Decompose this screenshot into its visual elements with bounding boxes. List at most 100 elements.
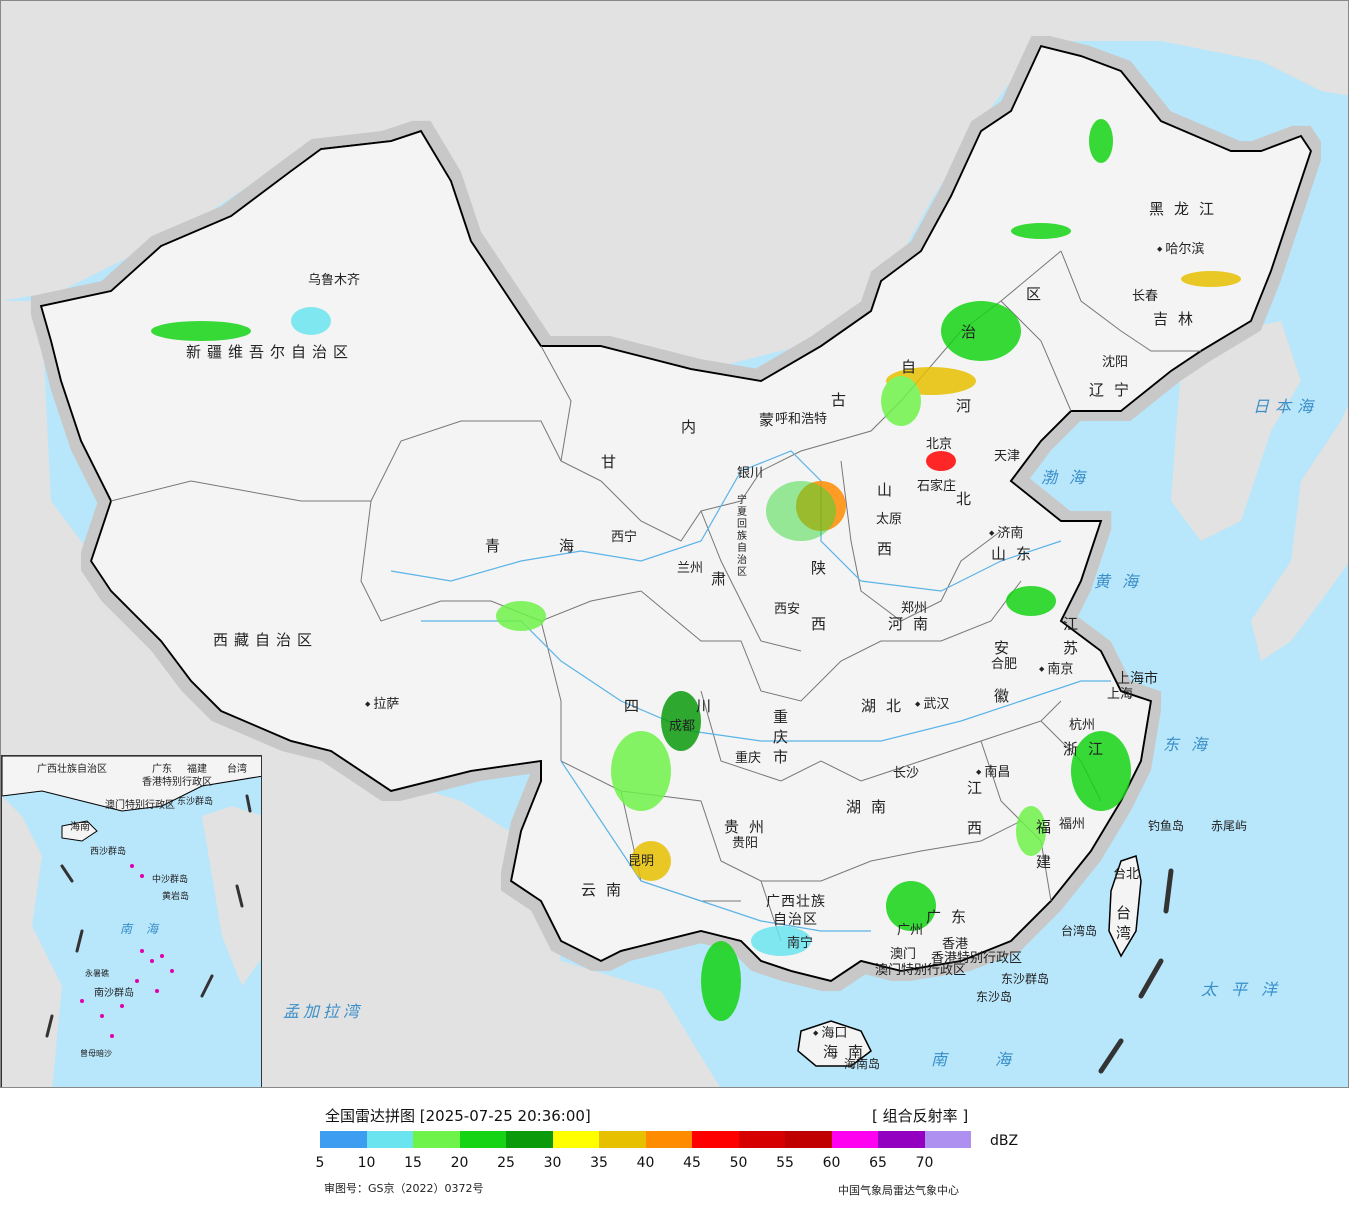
- china-landmass: [39, 44, 1313, 983]
- legend-swatch-4: [506, 1131, 553, 1148]
- province-label-gansu-1: 甘: [601, 453, 627, 471]
- province-label-fujian-2: 建: [1036, 853, 1062, 871]
- province-label-sichuan-2: 川: [696, 697, 722, 715]
- inset-label-taiwan: 台湾: [227, 764, 247, 775]
- province-label-sichuan-1: 四: [624, 697, 650, 715]
- province-label-tianjin: 天津: [994, 449, 1021, 464]
- sea-bengal: 孟加拉湾: [283, 1002, 364, 1021]
- sea-bohai: 渤海: [1041, 468, 1098, 487]
- city-nanjing: 南京: [1039, 658, 1073, 677]
- city-zhengzhou: 郑州: [901, 601, 928, 616]
- province-label-guizhou: 贵州: [724, 818, 775, 836]
- legend-swatch-8: [692, 1131, 739, 1148]
- island-dongsha-dao: 东沙岛: [976, 990, 1013, 1004]
- map-approval-number: 审图号：GS京（2022）0372号: [324, 1182, 484, 1195]
- city-shanghai: 上海: [1107, 687, 1134, 702]
- province-label-henan: 河南: [888, 615, 939, 633]
- city-changsha: 长沙: [893, 766, 920, 781]
- legend-panel: 全国雷达拼图 [2025-07-25 20:36:00] [ 组合反射率 ] d…: [0, 1088, 1349, 1208]
- legend-tick-40: 40: [636, 1155, 655, 1171]
- sea-japan: 日本海: [1253, 397, 1320, 416]
- province-label-xinjiang: 新疆维吾尔自治区: [186, 343, 355, 361]
- province-label-anhui-1: 安: [994, 639, 1020, 657]
- province-label-jiangxi-2: 西: [967, 819, 993, 837]
- legend-title: 全国雷达拼图 [2025-07-25 20:36:00]: [325, 1107, 591, 1125]
- map-canvas: [1, 1, 1348, 1087]
- legend-tick-25: 25: [497, 1155, 515, 1171]
- inset-label-hk: 香港特别行政区: [142, 777, 212, 788]
- legend-swatch-12: [878, 1131, 925, 1148]
- province-label-jiangsu-2: 苏: [1063, 639, 1089, 657]
- legend-color-bar: [320, 1131, 971, 1148]
- province-label-heilongjiang: 黑龙江: [1149, 200, 1225, 218]
- province-label-nmg-6: 区: [1026, 285, 1052, 303]
- inset-label-zhongsha: 中沙群岛: [152, 875, 189, 885]
- island-chiwei: 赤尾屿: [1211, 819, 1248, 833]
- province-label-guangdong: 广东: [926, 908, 977, 926]
- inset-label-guangxi: 广西壮族自治区: [37, 764, 107, 775]
- province-label-shanxi-2: 西: [877, 540, 903, 558]
- province-label-hebei-2: 北: [956, 490, 982, 508]
- province-label-shanghai: 上海市: [1116, 671, 1158, 687]
- province-label-yunnan: 云南: [581, 881, 632, 899]
- province-label-beijing: 北京: [926, 437, 953, 452]
- island-taiwan: 台湾岛: [1061, 924, 1098, 938]
- city-shenyang: 沈阳: [1102, 355, 1129, 370]
- legend-swatch-13: [924, 1131, 971, 1148]
- sea-yellow: 黄海: [1094, 572, 1151, 591]
- province-label-hubei: 湖北: [861, 697, 912, 715]
- city-hefei: 合肥: [991, 657, 1018, 672]
- inset-label-fujian: 福建: [187, 764, 207, 775]
- province-label-nmg-1: 内: [681, 418, 707, 436]
- province-label-shaanxi-1: 陕: [811, 559, 837, 577]
- province-label-ningxia: 宁夏回族自治区: [737, 495, 747, 578]
- inset-label-hainan: 海南: [70, 822, 90, 833]
- inset-label-xisha: 西沙群岛: [90, 847, 127, 857]
- city-chongqing: 重庆: [735, 751, 762, 766]
- legend-swatch-2: [413, 1131, 460, 1148]
- legend-tick-55: 55: [776, 1155, 794, 1171]
- inset-label-macau: 澳门特别行政区: [105, 800, 175, 811]
- legend-swatch-9: [738, 1131, 785, 1148]
- province-label-nmg-4: 自: [901, 358, 927, 376]
- province-label-macau: 澳门特别行政区: [875, 963, 967, 978]
- inset-label-nansha: 南沙群岛: [94, 988, 134, 999]
- province-label-hk: 香港特别行政区: [931, 951, 1023, 966]
- province-label-chongqing: 重庆市: [773, 708, 799, 766]
- legend-mode: [ 组合反射率 ]: [872, 1107, 969, 1125]
- city-fuzhou: 福州: [1059, 817, 1086, 832]
- province-label-jiangxi-1: 江: [967, 779, 993, 797]
- city-guiyang: 贵阳: [732, 836, 759, 851]
- province-label-shaanxi-2: 西: [811, 615, 837, 633]
- inset-label-guangdong: 广东: [152, 764, 172, 775]
- city-harbin: 哈尔滨: [1157, 238, 1204, 257]
- legend-tick-15: 15: [404, 1155, 422, 1171]
- legend-swatch-0: [320, 1131, 367, 1148]
- city-wuhan: 武汉: [915, 693, 949, 712]
- legend-tick-45: 45: [683, 1155, 701, 1171]
- province-label-shanxi-1: 山: [877, 481, 903, 499]
- city-lanzhou: 兰州: [677, 561, 704, 576]
- city-taipei: 台北: [1113, 867, 1140, 882]
- inset-label-zengmu: 曾母暗沙: [80, 1049, 112, 1058]
- legend-tick-50: 50: [729, 1155, 748, 1171]
- radar-map: 新疆维吾尔自治区 西藏自治区 青 海 甘 肃 内 蒙 古 自 治 区 黑龙江 吉…: [0, 0, 1349, 1088]
- province-label-fujian-1: 福: [1036, 818, 1062, 836]
- province-label-qinghai-1: 青: [485, 537, 511, 555]
- legend-tick-70: 70: [915, 1155, 934, 1171]
- foreign-land-north: [1, 1, 1348, 371]
- rivers: [390, 450, 1111, 932]
- province-label-nmg-3: 古: [831, 391, 857, 409]
- legend-swatch-10: [785, 1131, 832, 1148]
- inset-canvas: [2, 756, 261, 1087]
- province-label-shandong: 山东: [991, 545, 1042, 563]
- legend-swatch-7: [645, 1131, 692, 1148]
- city-nanning: 南宁: [787, 936, 814, 951]
- legend-tick-60: 60: [822, 1155, 841, 1171]
- foreign-land-japan: [1251, 405, 1348, 661]
- inset-label-yongshu: 永暑礁: [85, 969, 109, 978]
- legend-tick-65: 65: [869, 1155, 887, 1171]
- legend-swatch-11: [831, 1131, 878, 1148]
- legend-tick-30: 30: [543, 1155, 562, 1171]
- city-hangzhou: 杭州: [1069, 718, 1096, 733]
